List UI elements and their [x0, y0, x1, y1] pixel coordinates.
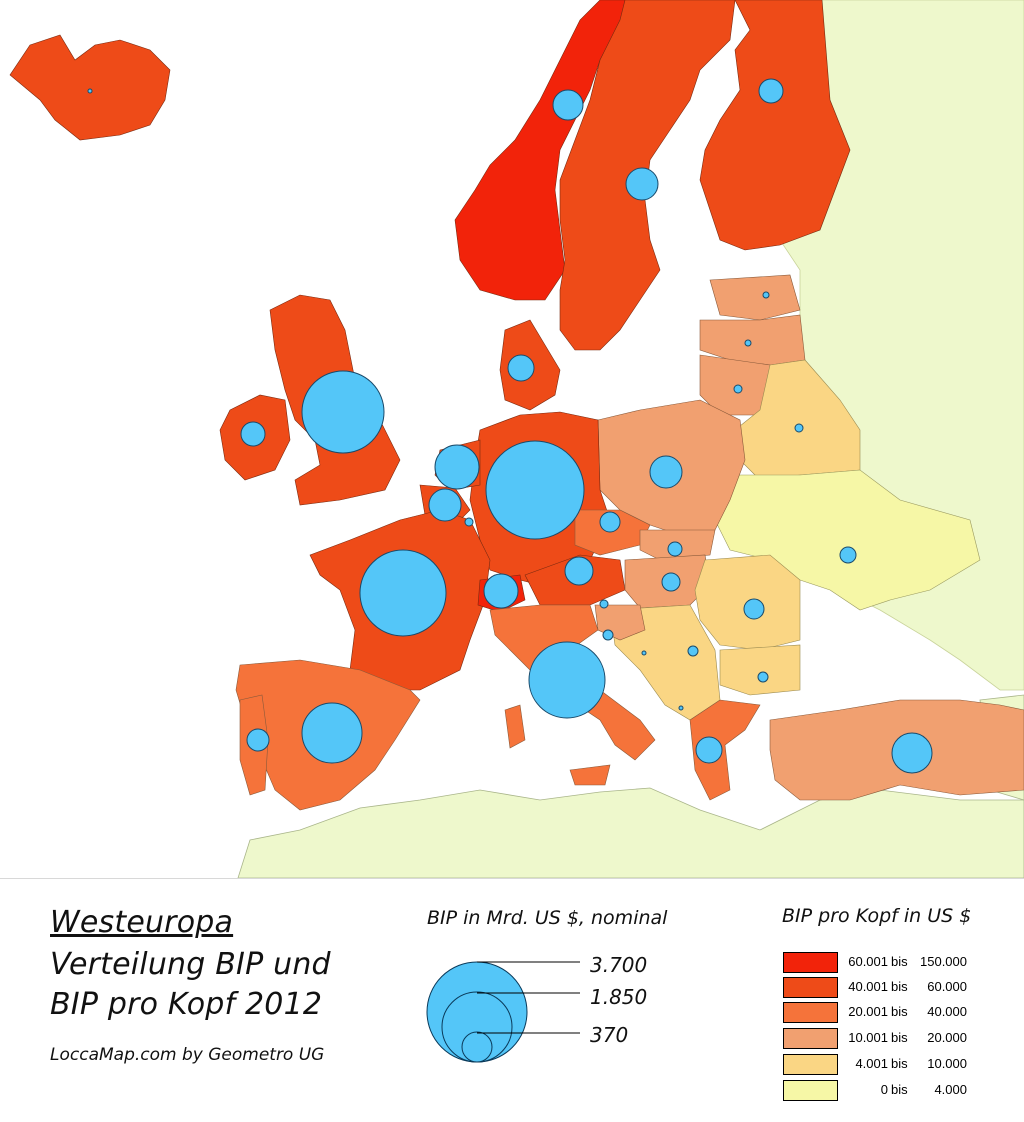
gdp-legend-title: BIP in Mrd. US $, nominal	[427, 907, 668, 929]
gdp-bubble-belgium	[428, 488, 462, 522]
gdp-bubble-portugal	[246, 728, 270, 752]
gdp-bubble-turkey	[891, 732, 933, 774]
size-label-3700: 3.700	[590, 953, 648, 977]
gdp-bubble-estonia	[762, 291, 770, 299]
legend-bis: bis	[891, 1056, 908, 1071]
gdp-bubble-greece	[695, 736, 723, 764]
gdp-bubble-hungary	[661, 572, 681, 592]
legend-class-row: 4.001 bis 10.000	[783, 1054, 1023, 1075]
gdp-bubble-bosnia	[641, 650, 647, 656]
gdp-bubble-france	[359, 549, 447, 637]
gdp-bubble-luxembourg	[464, 517, 474, 527]
gdp-bubble-ukraine	[839, 546, 857, 564]
gdp-bubble-italy	[528, 641, 606, 719]
gdp-bubbles	[87, 78, 933, 774]
credit-text: LoccaMap.com by Geometro UG	[50, 1045, 325, 1065]
country-norway	[454, 0, 626, 301]
legend-to: 4.000	[934, 1082, 967, 1097]
map-subtitle-line2: BIP pro Kopf 2012	[50, 987, 323, 1022]
country-greece	[689, 699, 761, 801]
country-bulgaria	[719, 644, 801, 696]
legend-bis: bis	[891, 979, 908, 994]
gdp-bubble-serbia	[687, 645, 699, 657]
gdp-bubble-belarus	[794, 423, 804, 433]
legend-swatch	[783, 1028, 838, 1049]
region-north-africa	[237, 787, 1024, 878]
size-label-1850: 1.850	[590, 985, 648, 1009]
legend-class-row: 10.001 bis 20.000	[783, 1028, 1023, 1049]
gdp-bubble-croatia	[602, 629, 614, 641]
legend-class-row: 20.001 bis 40.000	[783, 1002, 1023, 1023]
gdp-bubble-sweden	[625, 167, 659, 201]
gdp-bubble-romania	[743, 598, 765, 620]
legend-from: 60.001	[848, 954, 888, 969]
europe-map	[9, 0, 1024, 878]
legend-bis: bis	[891, 1030, 908, 1045]
gdp-bubble-iceland	[87, 88, 93, 94]
legend-from: 40.001	[848, 979, 888, 994]
legend-to: 60.000	[927, 979, 967, 994]
legend-swatch	[783, 977, 838, 998]
country-sicily	[569, 764, 611, 786]
legend-swatch	[783, 1054, 838, 1075]
gdp-bubble-denmark	[507, 354, 535, 382]
legend-to: 20.000	[927, 1030, 967, 1045]
gdp-bubble-bulgaria	[757, 671, 769, 683]
gdp-bubble-ireland	[240, 421, 266, 447]
legend-from: 20.001	[848, 1004, 888, 1019]
legend-class-row: 0 bis 4.000	[783, 1080, 1023, 1101]
size-circle-370	[461, 1031, 493, 1063]
per-capita-legend-title: BIP pro Kopf in US $	[782, 905, 972, 927]
legend-to: 10.000	[927, 1056, 967, 1071]
gdp-bubble-austria	[564, 556, 594, 586]
country-ukraine	[714, 469, 981, 611]
map-title: Westeuropa	[50, 905, 234, 940]
map-subtitle-line1: Verteilung BIP und	[50, 947, 331, 982]
legend-bis: bis	[891, 954, 908, 969]
gdp-bubble-switzerland	[483, 573, 519, 609]
legend-from: 10.001	[848, 1030, 888, 1045]
gdp-bubble-lithuania	[733, 384, 743, 394]
gdp-bubble-montenegro	[678, 705, 684, 711]
legend-swatch	[783, 1002, 838, 1023]
gdp-bubble-poland	[649, 455, 683, 489]
gdp-bubble-finland	[758, 78, 784, 104]
gdp-bubble-norway	[552, 89, 584, 121]
gdp-bubble-latvia	[744, 339, 752, 347]
gdp-size-legend	[426, 961, 580, 1063]
size-label-370: 370	[590, 1023, 629, 1047]
gdp-bubble-netherlands	[434, 444, 480, 490]
legend-bis: bis	[891, 1004, 908, 1019]
country-sardinia	[504, 704, 526, 749]
gdp-bubble-slovenia	[599, 599, 609, 609]
legend-class-row: 60.001 bis 150.000	[783, 952, 1023, 973]
gdp-bubble-czech	[599, 511, 621, 533]
gdp-bubble-germany	[485, 440, 585, 540]
legend-class-row: 40.001 bis 60.000	[783, 977, 1023, 998]
gdp-bubble-spain	[301, 702, 363, 764]
legend-bis: bis	[891, 1082, 908, 1097]
country-iceland	[9, 34, 171, 141]
legend-from: 0	[880, 1082, 888, 1097]
legend-from: 4.001	[855, 1056, 888, 1071]
country-finland	[699, 0, 851, 251]
legend-to: 40.000	[927, 1004, 967, 1019]
legend-to: 150.000	[920, 954, 967, 969]
legend-swatch	[783, 952, 838, 973]
gdp-bubble-slovakia	[667, 541, 683, 557]
gdp-bubble-uk	[301, 370, 385, 454]
legend-swatch	[783, 1080, 838, 1101]
country-estonia	[709, 274, 801, 321]
